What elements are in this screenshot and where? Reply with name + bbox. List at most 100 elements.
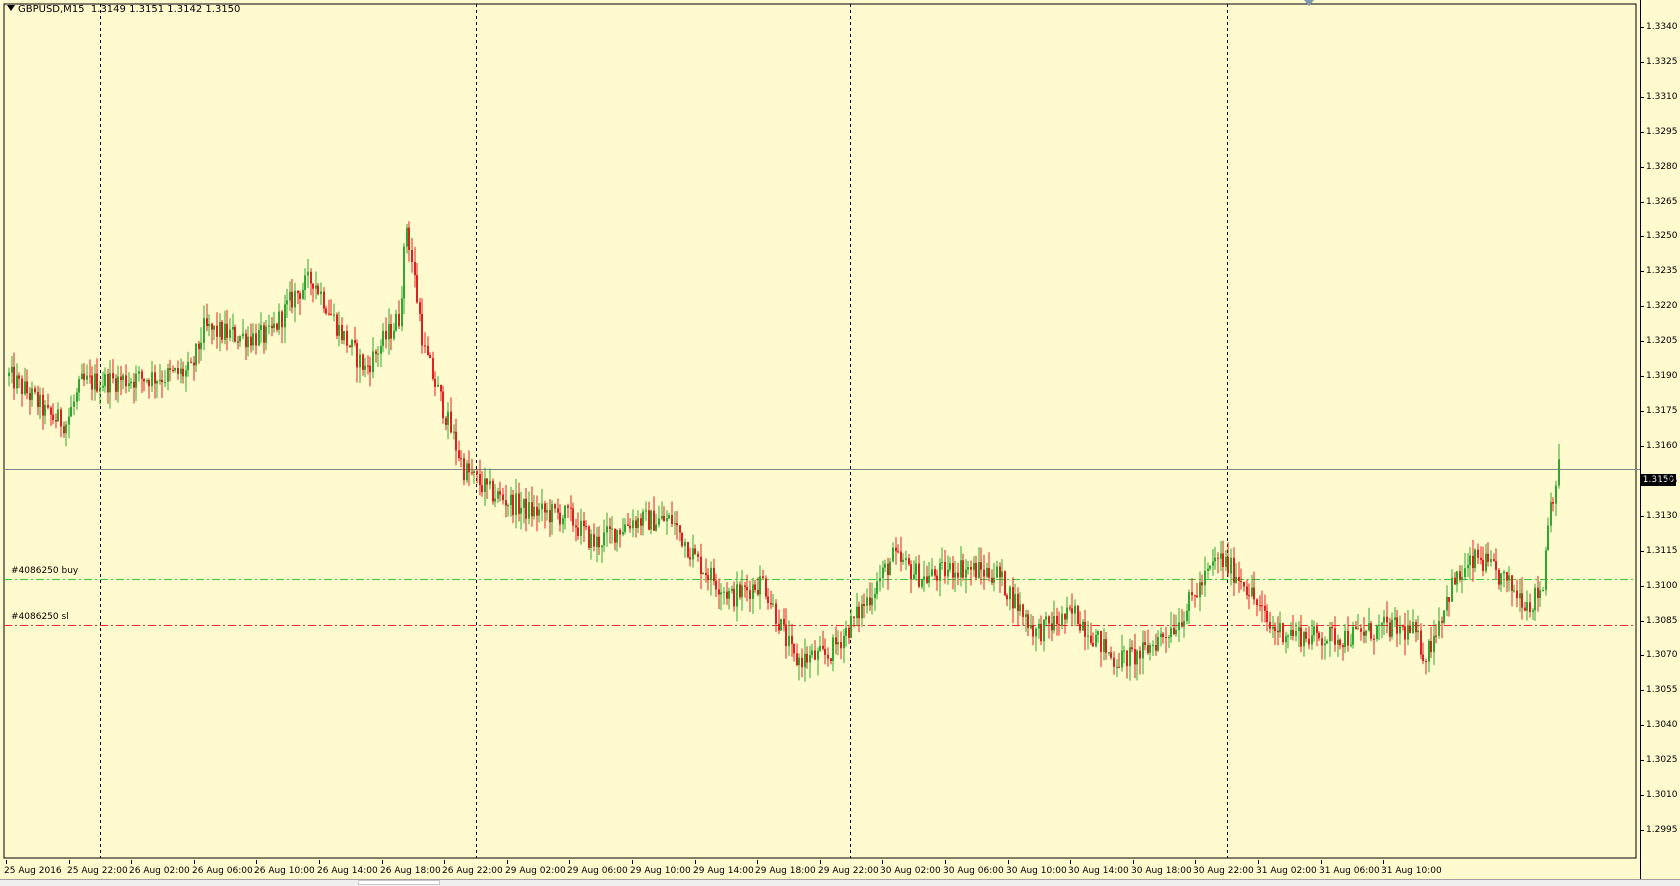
candle-body — [234, 327, 236, 342]
candle-body — [291, 291, 293, 308]
candle-body — [73, 401, 75, 407]
candle-body — [746, 587, 748, 591]
candle-body — [187, 361, 189, 371]
candle-body — [1149, 645, 1151, 653]
candle-body — [364, 365, 366, 370]
candle-body — [1342, 645, 1344, 648]
candle-body — [1370, 623, 1372, 639]
candle-body — [1001, 571, 1003, 578]
candle-body — [1329, 627, 1331, 641]
y-axis-label: 1.3205 — [1646, 336, 1678, 346]
candle-body — [60, 409, 62, 427]
candle-body — [1266, 611, 1268, 622]
y-axis-label: 1.3250 — [1646, 231, 1678, 241]
candle-body — [1451, 577, 1453, 602]
candle-body — [1147, 645, 1149, 653]
candle-body — [8, 372, 10, 377]
candle-body — [125, 375, 127, 387]
candle-body — [970, 567, 972, 570]
candle-body — [1407, 625, 1409, 640]
candle-body — [315, 285, 317, 289]
y-axis-tick — [1640, 27, 1644, 28]
candle-body — [1376, 625, 1378, 639]
candle-body — [1017, 594, 1019, 611]
candle-body — [294, 290, 296, 308]
scrollbar-thumb[interactable] — [358, 880, 440, 885]
x-axis-label: 29 Aug 14:00 — [693, 866, 754, 876]
candle-body — [1009, 587, 1011, 600]
candle-body — [325, 308, 327, 314]
candle-body — [203, 318, 205, 343]
candle-body — [913, 574, 915, 580]
candle-body — [455, 431, 457, 451]
candle-body — [928, 575, 930, 583]
candle-body — [450, 411, 452, 433]
horizontal-scrollbar[interactable] — [0, 879, 1680, 886]
x-axis-label: 31 Aug 10:00 — [1381, 866, 1442, 876]
x-axis-tick — [69, 860, 70, 864]
candle-body — [653, 510, 655, 531]
candle-body — [837, 642, 839, 645]
candle-body — [931, 569, 933, 576]
candle-body — [1313, 626, 1315, 636]
candle-body — [941, 562, 943, 563]
candle-body — [486, 478, 488, 485]
candle-body — [1428, 641, 1430, 662]
y-axis-tick — [1640, 341, 1644, 342]
candle-body — [900, 551, 902, 562]
candle-body — [463, 458, 465, 481]
candle-body — [986, 568, 988, 577]
candle-body — [629, 525, 631, 529]
x-axis-label: 29 Aug 02:00 — [505, 866, 566, 876]
candle-body — [1123, 650, 1125, 652]
candle-body — [874, 593, 876, 598]
candle-body — [915, 563, 917, 575]
candle-body — [1409, 625, 1411, 633]
collapse-triangle-icon[interactable] — [7, 5, 15, 11]
chart-shift-marker-icon[interactable] — [1304, 0, 1314, 6]
candle-body — [286, 300, 288, 305]
candle-body — [182, 368, 184, 377]
candle-body — [765, 578, 767, 597]
candle-body — [525, 498, 527, 519]
y-axis-label: 1.3040 — [1646, 720, 1678, 730]
candle-body — [1394, 617, 1396, 620]
price-scale[interactable] — [1640, 0, 1680, 885]
candle-body — [328, 313, 330, 315]
x-axis-tick — [882, 860, 883, 864]
candle-body — [263, 325, 265, 343]
candle-body — [419, 302, 421, 314]
candle-body — [1493, 559, 1495, 562]
candle-body — [1326, 640, 1328, 644]
candle-body — [1269, 622, 1271, 629]
price-chart[interactable] — [0, 0, 1640, 879]
y-axis-label: 1.3115 — [1646, 546, 1678, 556]
candle-body — [388, 324, 390, 340]
candle-body — [1435, 635, 1437, 637]
candle-body — [63, 426, 65, 434]
candle-body — [733, 588, 735, 607]
candle-body — [715, 580, 717, 590]
candle-body — [130, 381, 132, 384]
candle-body — [1433, 635, 1435, 653]
candle-body — [159, 379, 161, 382]
candle-body — [273, 323, 275, 328]
candle-body — [398, 313, 400, 327]
candle-body — [505, 500, 507, 506]
x-axis-label: 30 Aug 22:00 — [1193, 866, 1254, 876]
candle-body — [268, 325, 270, 327]
y-axis-label: 1.3310 — [1646, 92, 1678, 102]
candle-body — [1131, 647, 1133, 649]
candle-body — [13, 366, 15, 389]
candle-body — [1456, 571, 1458, 585]
candle-body — [362, 354, 364, 370]
candle-body — [601, 545, 603, 548]
candle-body — [577, 527, 579, 536]
candle-body — [1464, 568, 1466, 577]
stop-loss-label: #4086250 sl — [11, 612, 69, 622]
candle-body — [343, 331, 345, 341]
candle-body — [1311, 635, 1313, 645]
candle-body — [1324, 643, 1326, 646]
candle-body — [705, 573, 707, 576]
